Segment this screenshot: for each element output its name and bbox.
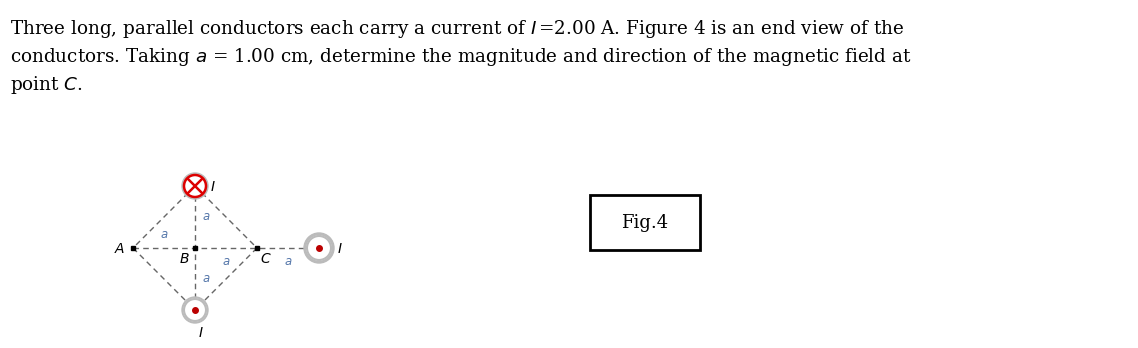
- Text: $a$: $a$: [203, 211, 211, 223]
- Text: $C$: $C$: [259, 252, 272, 266]
- Circle shape: [184, 175, 206, 197]
- Circle shape: [184, 299, 206, 321]
- Text: $a$: $a$: [222, 255, 230, 268]
- Circle shape: [304, 233, 333, 263]
- Text: $a$: $a$: [203, 272, 211, 285]
- Text: $a$: $a$: [159, 228, 168, 241]
- Bar: [131, 246, 135, 250]
- Text: Fig.4: Fig.4: [621, 214, 668, 231]
- Text: $I$: $I$: [337, 242, 343, 256]
- Text: Three long, parallel conductors each carry a current of $I\,$=2.00 A. Figure 4 i: Three long, parallel conductors each car…: [10, 18, 905, 40]
- Text: point $C$.: point $C$.: [10, 74, 83, 96]
- Bar: [255, 246, 259, 250]
- Text: $a$: $a$: [283, 255, 292, 268]
- Text: $I$: $I$: [211, 180, 216, 194]
- Text: $A$: $A$: [114, 242, 125, 256]
- Text: $I$: $I$: [198, 326, 204, 340]
- Circle shape: [182, 297, 208, 323]
- Circle shape: [307, 236, 331, 260]
- Bar: [589, 195, 700, 250]
- Circle shape: [182, 173, 208, 199]
- Text: conductors. Taking $a$ = 1.00 cm, determine the magnitude and direction of the m: conductors. Taking $a$ = 1.00 cm, determ…: [10, 46, 912, 68]
- Text: $B$: $B$: [180, 252, 190, 266]
- Bar: [193, 246, 197, 250]
